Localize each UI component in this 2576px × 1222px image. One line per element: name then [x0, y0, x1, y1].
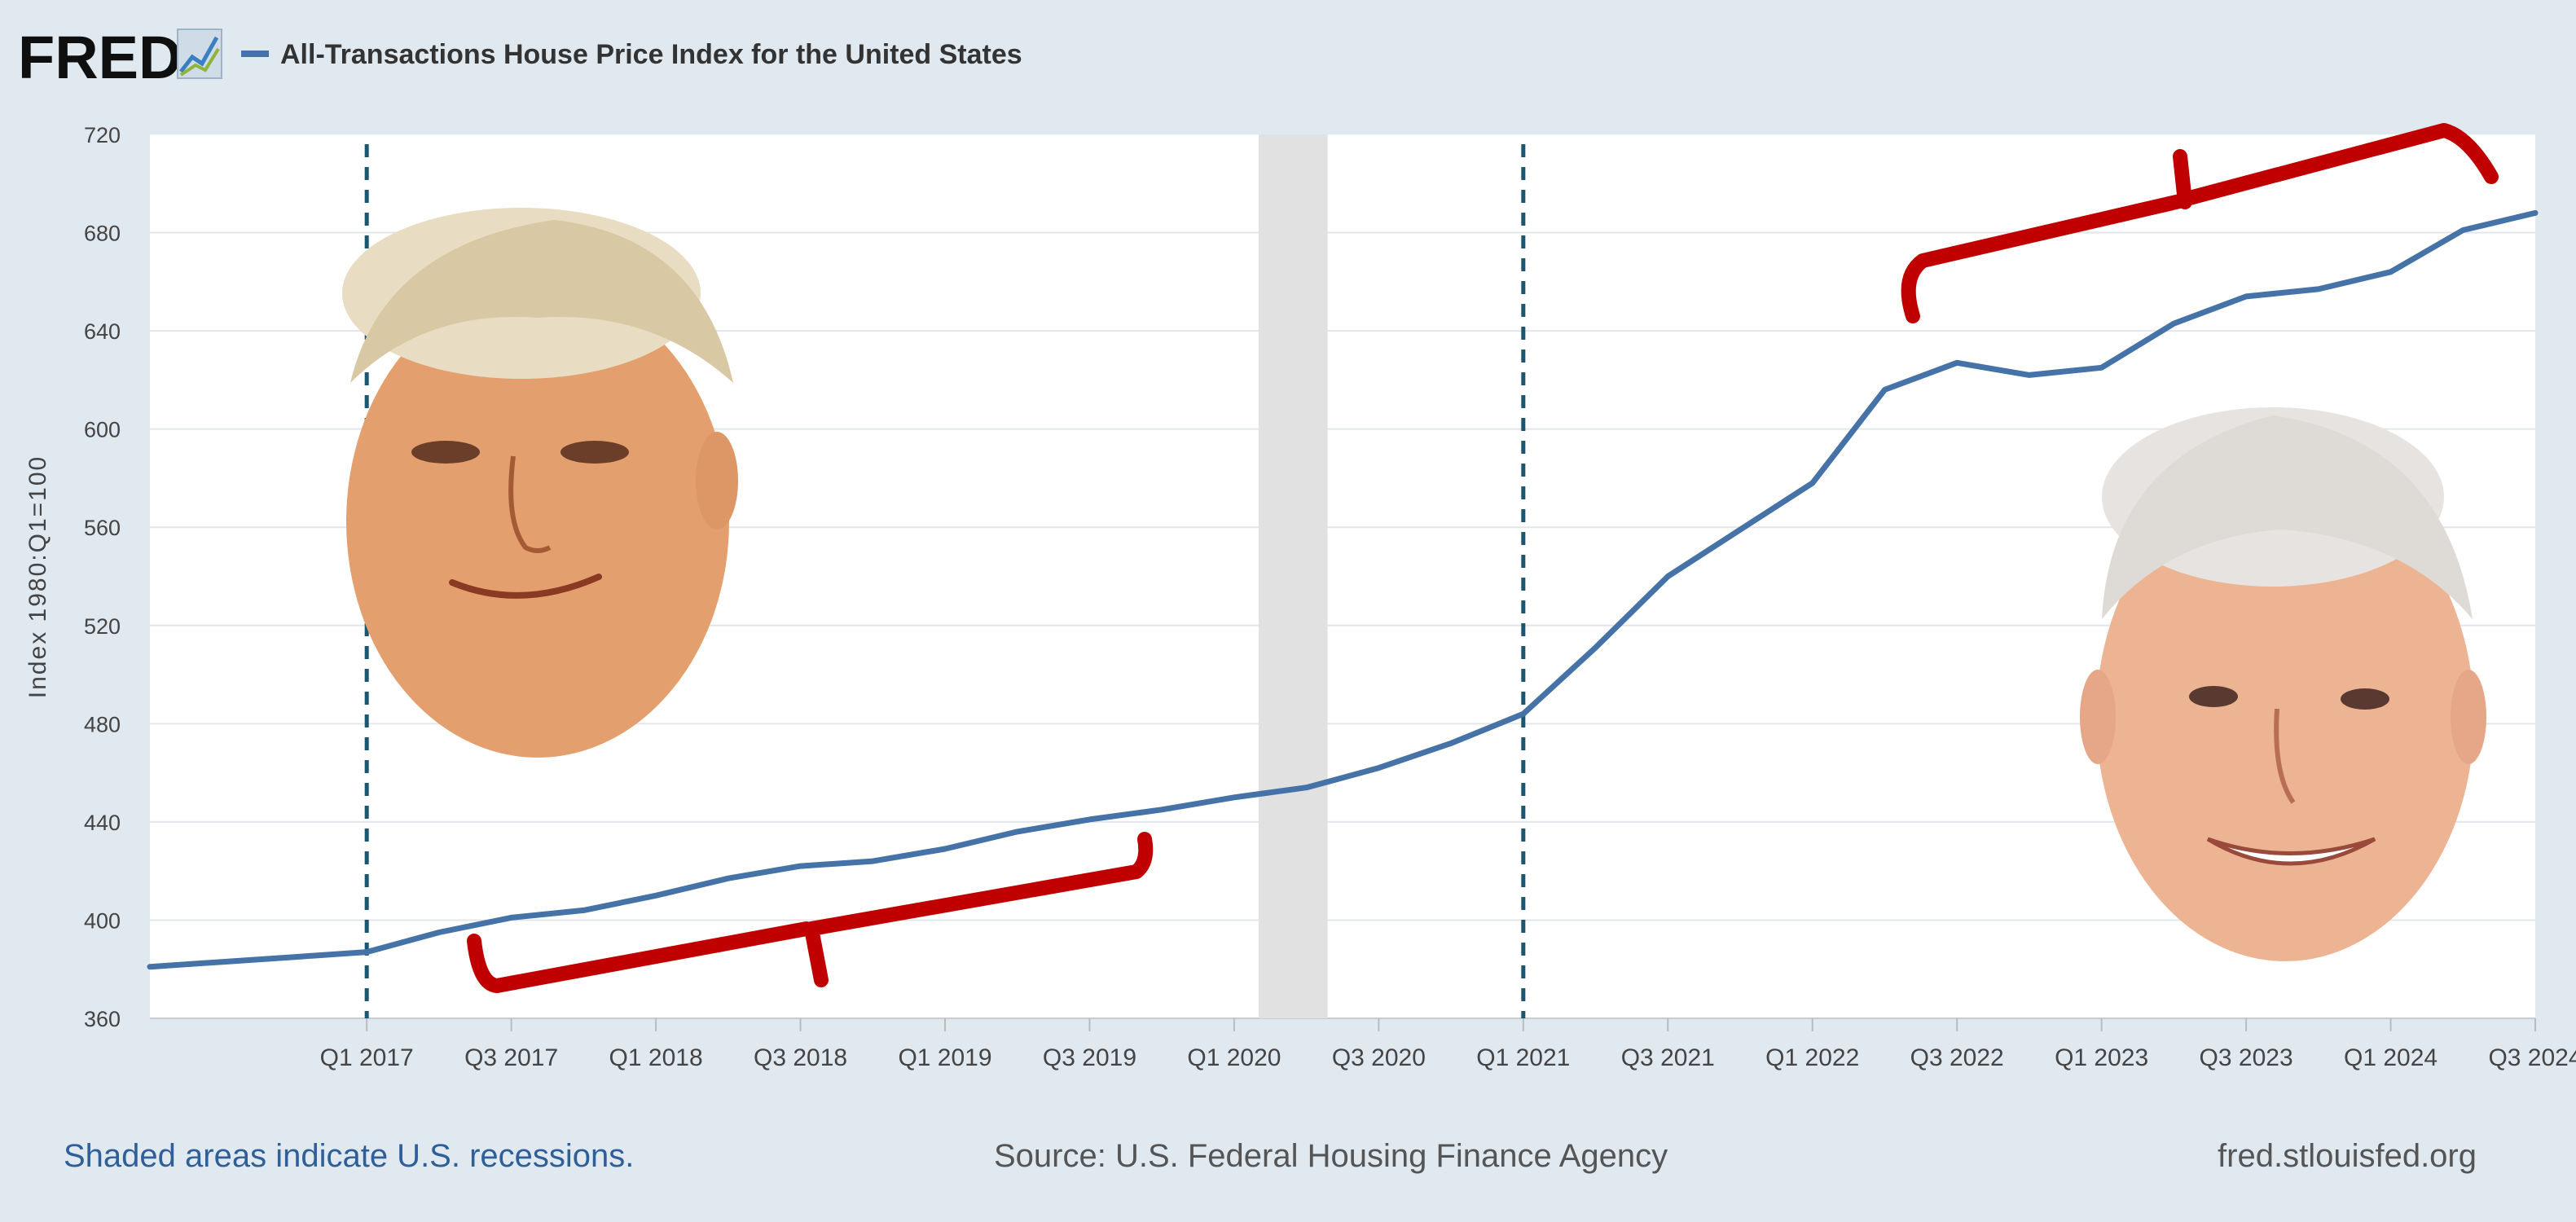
bracket-lower-left — [467, 832, 1154, 993]
data-point — [1303, 785, 1309, 790]
face-left — [342, 208, 738, 758]
recession-band — [1258, 134, 1328, 1018]
data-point — [1520, 711, 1526, 717]
source-note: Source: U.S. Federal Housing Finance Age… — [994, 1138, 1668, 1174]
y-tick-label: 520 — [84, 614, 121, 639]
fred-logo-chart-icon — [177, 29, 222, 79]
y-tick-label: 480 — [84, 712, 121, 736]
data-point — [508, 915, 514, 921]
data-point — [1665, 574, 1671, 579]
data-point — [2171, 321, 2177, 327]
x-tick-label: Q3 2023 — [2200, 1044, 2293, 1071]
x-tick-label: Q1 2023 — [2055, 1044, 2148, 1071]
data-point — [653, 893, 659, 899]
y-tick-label: 360 — [84, 1007, 121, 1031]
y-tick-label: 400 — [84, 908, 121, 933]
data-point — [1159, 807, 1165, 812]
data-point — [943, 846, 947, 852]
x-tick-label: Q3 2021 — [1621, 1044, 1715, 1071]
y-tick-label: 440 — [84, 811, 121, 835]
x-tick-label: Q1 2018 — [609, 1044, 703, 1071]
data-point — [798, 864, 803, 869]
data-point — [2388, 269, 2394, 275]
legend-label: All-Transactions House Price Index for t… — [280, 39, 1022, 70]
data-point — [2460, 227, 2466, 233]
data-point — [1014, 829, 1020, 834]
series-line — [147, 209, 2539, 970]
fred-logo-text: FRED — [18, 24, 182, 91]
data-point — [2026, 372, 2032, 378]
x-tick-label: Q3 2020 — [1332, 1044, 1426, 1071]
x-tick-label: Q3 2019 — [1043, 1044, 1136, 1071]
x-tick-label: Q3 2024 — [2488, 1044, 2576, 1071]
data-point — [2244, 293, 2249, 299]
y-tick-label: 720 — [84, 123, 121, 147]
bracket-upper-right — [1901, 123, 2499, 323]
x-tick-label: Q3 2017 — [464, 1044, 558, 1071]
data-point — [725, 876, 731, 881]
x-tick-label: Q3 2022 — [1910, 1044, 2004, 1071]
y-tick-label: 560 — [84, 516, 121, 540]
face-right — [2080, 407, 2486, 961]
data-point — [219, 959, 225, 965]
data-point — [364, 949, 370, 955]
data-point — [147, 964, 152, 969]
x-tick-label: Q1 2021 — [1476, 1044, 1570, 1071]
x-tick-label: Q1 2024 — [2344, 1044, 2438, 1071]
data-point — [1882, 387, 1888, 393]
data-point — [1738, 527, 1743, 533]
x-tick-label: Q1 2022 — [1765, 1044, 1859, 1071]
legend: All-Transactions House Price Index for t… — [241, 39, 1022, 70]
y-tick-label: 680 — [84, 222, 121, 246]
series-layer — [147, 209, 2539, 970]
data-point — [1954, 360, 1960, 366]
x-axis-ticks: Q1 2017 Q3 2017 Q1 2018 Q3 2018 Q1 2019 Q3 20… — [320, 1018, 2576, 1071]
y-tick-label: 600 — [84, 418, 121, 442]
y-axis-ticks: 360 400 440 480 520 560 600 640 680 720 — [84, 123, 121, 1031]
recession-shading — [1258, 134, 1328, 1018]
data-point — [2099, 365, 2104, 371]
data-point — [1448, 741, 1454, 746]
y-tick-label: 640 — [84, 319, 121, 344]
x-tick-label: Q1 2019 — [898, 1044, 991, 1071]
data-point — [870, 859, 876, 864]
x-tick-label: Q1 2020 — [1187, 1044, 1281, 1071]
x-tick-label: Q3 2018 — [754, 1044, 847, 1071]
data-point — [1231, 794, 1237, 800]
data-point — [1087, 816, 1092, 822]
data-point — [2533, 210, 2538, 216]
data-point — [436, 930, 442, 935]
data-point — [581, 908, 587, 913]
data-point — [292, 954, 297, 960]
data-point — [2315, 286, 2321, 292]
fred-logo[interactable]: FRED — [18, 24, 222, 91]
data-point — [1809, 480, 1815, 486]
site-link-text: fred.stlouisfed.org — [2218, 1138, 2477, 1174]
recession-note: Shaded areas indicate U.S. recessions. — [64, 1138, 634, 1174]
x-tick-label: Q1 2017 — [320, 1044, 414, 1071]
y-axis-label: Index 1980:Q1=100 — [24, 455, 51, 698]
data-point — [1376, 765, 1382, 771]
data-point — [1593, 644, 1598, 650]
site-link[interactable]: fred.stlouisfed.org — [2218, 1138, 2477, 1174]
